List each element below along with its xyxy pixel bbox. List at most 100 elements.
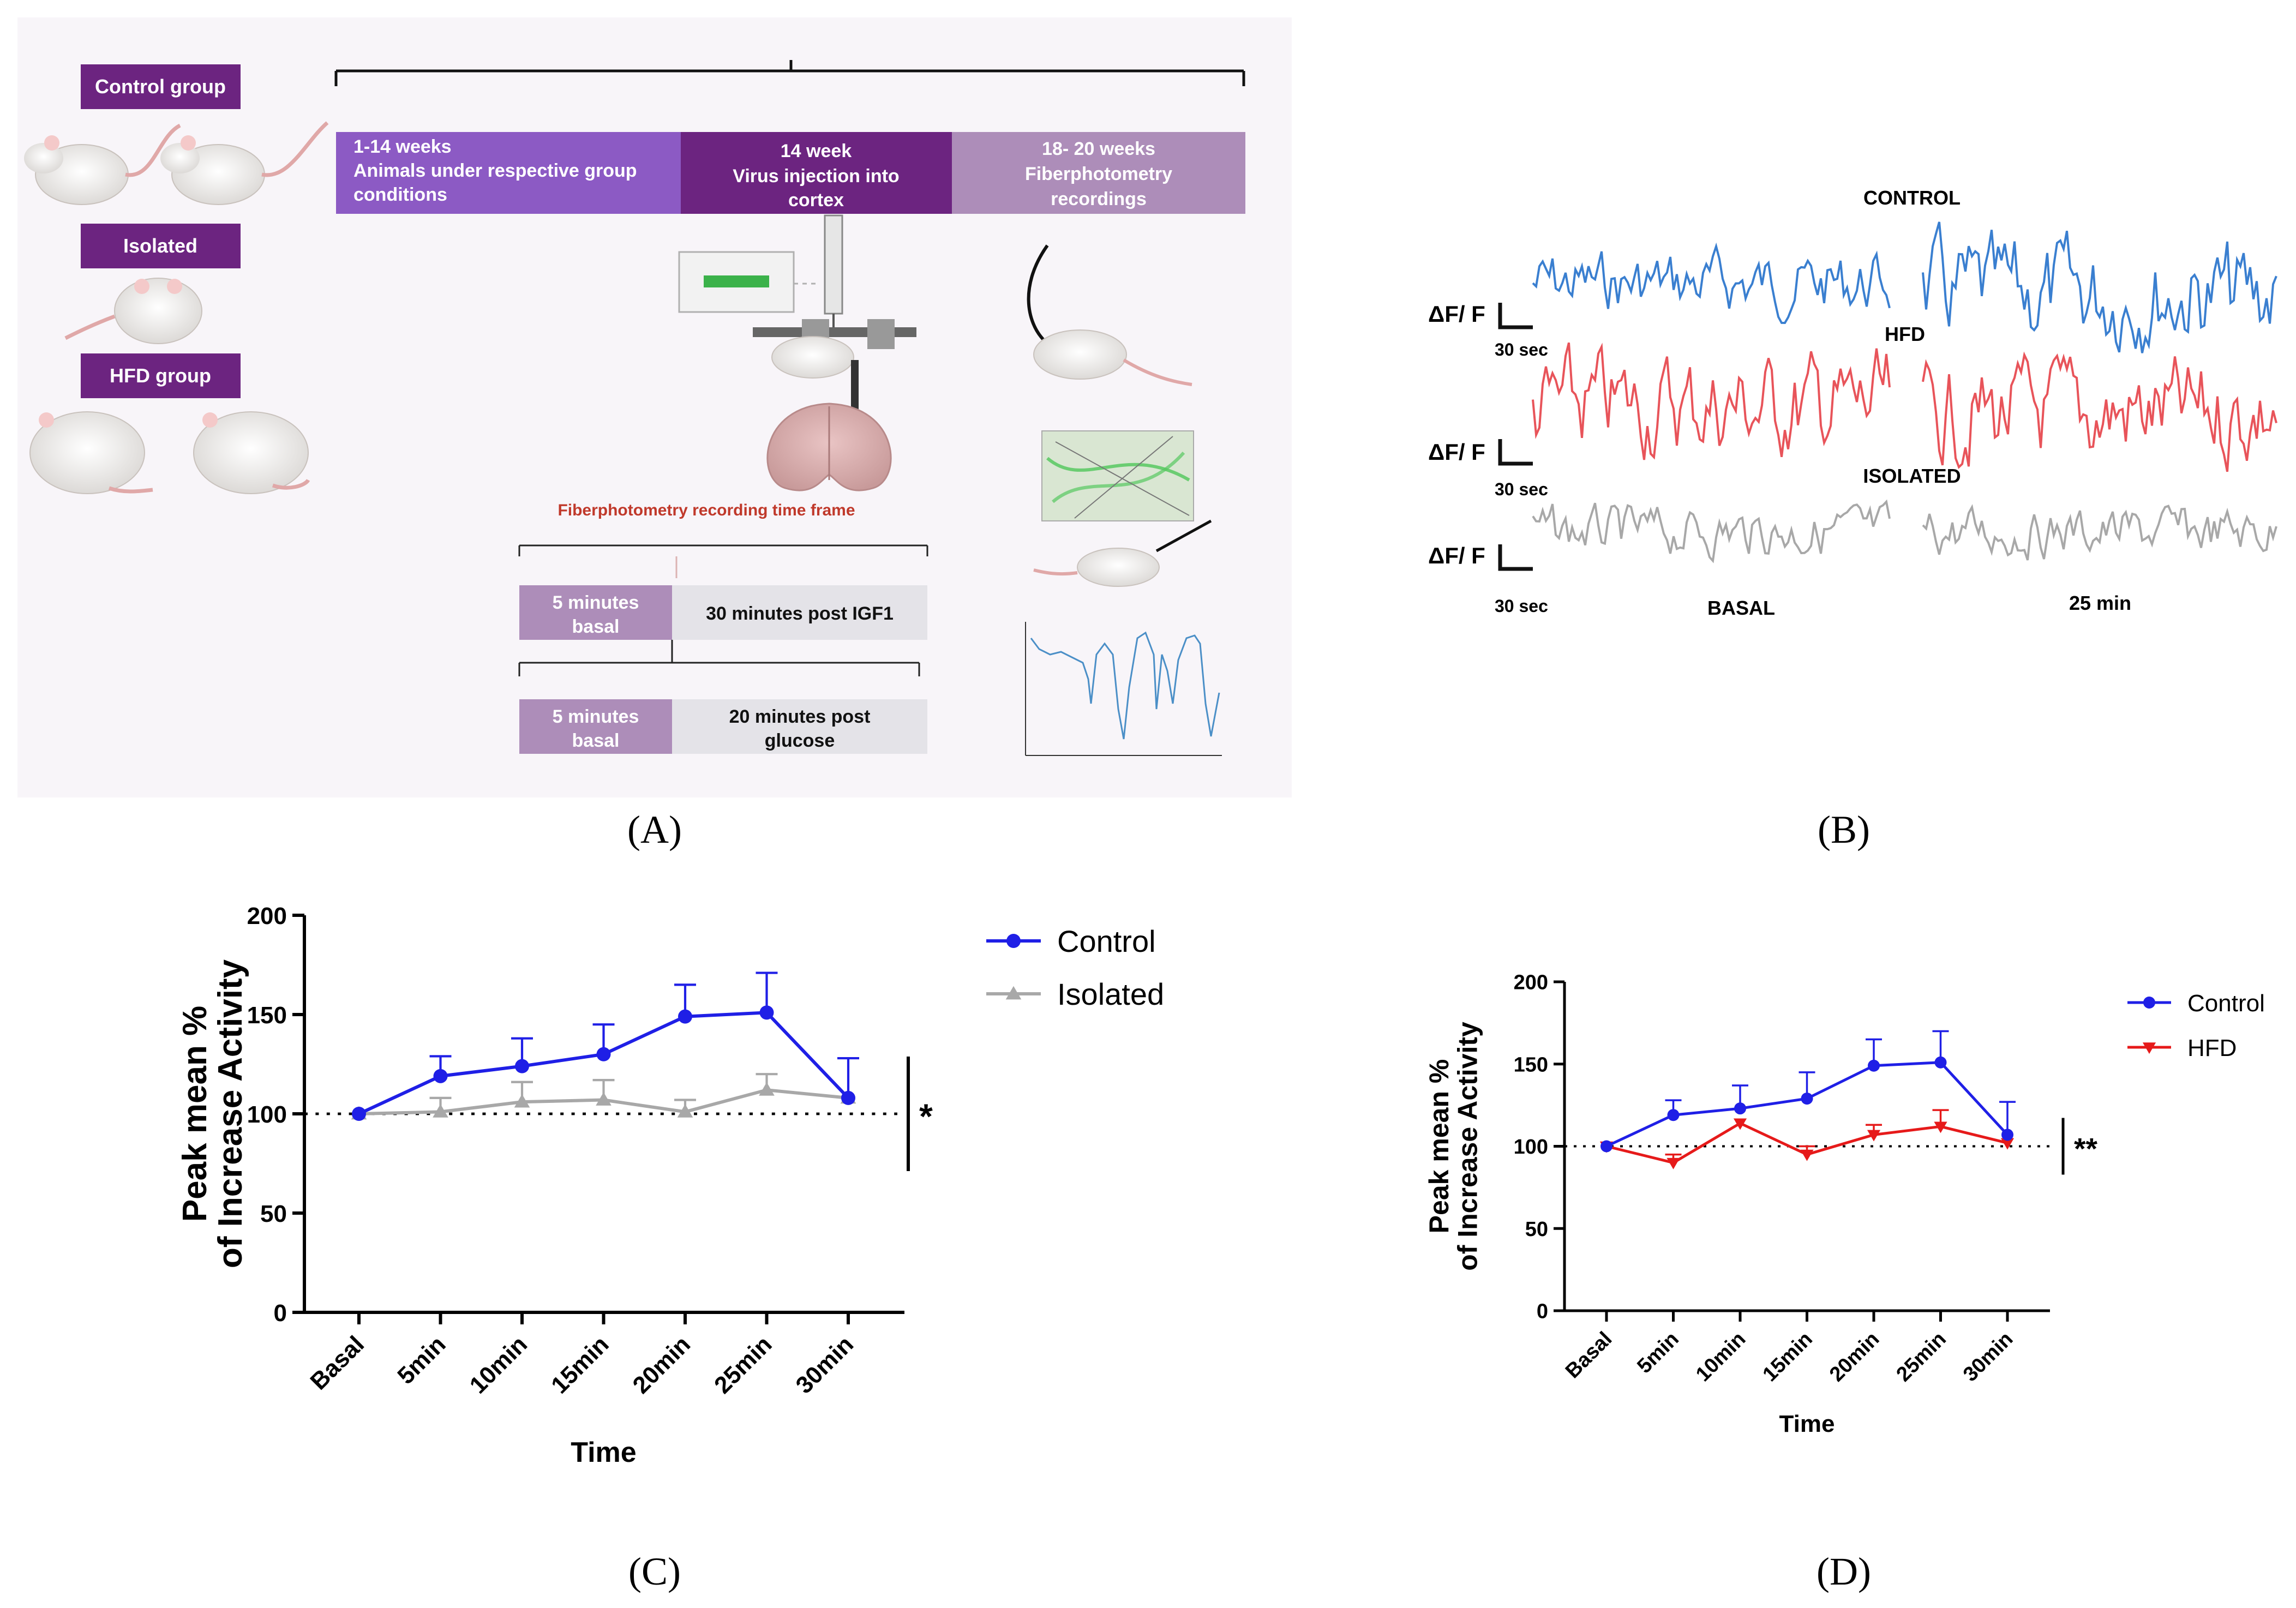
- data-point: [1667, 1109, 1680, 1121]
- x-tick-label: 25min: [709, 1331, 777, 1399]
- data-point: [1800, 1149, 1814, 1161]
- basal-label: BASAL: [1707, 597, 1775, 619]
- recording-frame-title: Fiberphotometry recording time frame: [557, 501, 855, 519]
- timeline-stage-1-text: Animals under respective group: [353, 160, 637, 181]
- y-tick-label: 200: [247, 903, 287, 929]
- legend-label: HFD: [2187, 1035, 2237, 1061]
- x-tick-label: 30min: [790, 1331, 859, 1399]
- y-tick-label: 50: [1525, 1218, 1548, 1241]
- timeline-stage-3-title: 18- 20 weeks: [1042, 139, 1155, 159]
- y-tick-label: 200: [1514, 971, 1548, 994]
- data-point: [514, 1094, 530, 1108]
- rat-icon: [193, 411, 310, 494]
- y-axis-title: Peak mean %: [1424, 1059, 1454, 1234]
- panel-label: (D): [1817, 1550, 1871, 1593]
- example-recording-plot: [1025, 622, 1222, 756]
- protocol-glucose-basal: 5 minutes: [553, 706, 639, 727]
- significance-marker: *: [919, 1096, 933, 1136]
- dff-label-3: ΔF/ F: [1428, 543, 1485, 568]
- protocol-glucose-post2: glucose: [765, 730, 835, 751]
- rat-icon: [64, 278, 202, 344]
- panel-b: CONTROL HFD ISOLATED ΔF/ F ΔF/ F ΔF/ F 3…: [1428, 187, 2277, 619]
- protocol-bracket-1: [518, 544, 928, 578]
- trace-label-isolated: ISOLATED: [1863, 465, 1961, 487]
- data-point: [515, 1059, 529, 1073]
- time-25min-label: 25 min: [2069, 592, 2131, 614]
- legend-entry: HFD: [2127, 1035, 2237, 1061]
- trace-hfd-25min: [1922, 351, 2277, 472]
- panel-label: (C): [628, 1550, 681, 1593]
- x-tick-label: 20min: [627, 1331, 696, 1399]
- data-point: [1934, 1121, 1947, 1133]
- timeline-stage-3-text2: recordings: [1051, 189, 1147, 209]
- timeline-stage-1: 1-14 weeks Animals under respective grou…: [336, 132, 681, 214]
- x-tick-label: Basal: [305, 1331, 369, 1395]
- scale-time-2: 30 sec: [1495, 479, 1548, 499]
- protocol-igf1-basal: 5 minutes: [553, 592, 639, 613]
- series-control: [1600, 1030, 2016, 1153]
- legend-marker: [2142, 1042, 2156, 1054]
- y-axis-title-line2: of Increase Activity: [1453, 1022, 1483, 1271]
- timeline-stage-1-title: 1-14 weeks: [353, 136, 452, 157]
- trace-control-25min: [1922, 221, 2277, 353]
- protocol-igf1: 5 minutes basal 30 minutes post IGF1: [519, 585, 927, 640]
- legend-marker: [2143, 997, 2155, 1009]
- legend-label: Control: [1057, 924, 1156, 958]
- y-tick-label: 150: [1514, 1053, 1548, 1076]
- data-point: [433, 1104, 448, 1118]
- virus-injection-illustration: [678, 214, 916, 491]
- trace-control-basal: [1532, 242, 1891, 325]
- timeline-stage-2-text: Virus injection into: [733, 166, 899, 187]
- protocol-glucose-post: 20 minutes post: [729, 706, 871, 727]
- data-point: [841, 1090, 855, 1105]
- data-point: [1734, 1102, 1746, 1115]
- y-tick-label: 150: [247, 1002, 287, 1029]
- protocol-igf1-basal2: basal: [572, 616, 620, 637]
- x-tick-label: 10min: [464, 1331, 532, 1399]
- protocol-igf1-post: 30 minutes post IGF1: [706, 603, 894, 624]
- y-tick-label: 0: [1537, 1300, 1548, 1323]
- group-label-isolated-text: Isolated: [123, 235, 197, 257]
- dff-label-2: ΔF/ F: [1428, 439, 1485, 465]
- data-point: [2000, 1138, 2015, 1150]
- x-tick-label: 10min: [1692, 1328, 1750, 1386]
- timeline-bracket: [334, 60, 1245, 86]
- timeline-stage-1-text2: conditions: [353, 184, 447, 205]
- panel-b-label: (B): [1818, 808, 1870, 851]
- data-point: [1666, 1157, 1680, 1169]
- x-tick-label: 30min: [1959, 1328, 2017, 1386]
- x-tick-label: 5min: [1633, 1328, 1683, 1378]
- x-tick-label: Basal: [1561, 1328, 1616, 1383]
- legend-entry: Control: [2127, 990, 2265, 1017]
- scale-time-3: 30 sec: [1495, 596, 1548, 616]
- dff-label-1: ΔF/ F: [1428, 301, 1485, 327]
- data-point: [596, 1047, 611, 1061]
- rat-icon: [24, 123, 181, 205]
- chart-c: 0 50 100 150 200 Basal 5min 10min 15min 20min 25mi…: [176, 903, 1164, 1593]
- fiberphotometry-illustration: [1027, 244, 1212, 587]
- y-axis-title: Peak mean %: [176, 1006, 214, 1222]
- scale-bar-2: [1498, 439, 1533, 466]
- legend-marker: [1006, 934, 1021, 948]
- rat-icon: [160, 121, 329, 205]
- data-point: [433, 1069, 448, 1083]
- data-point: [1867, 1130, 1881, 1142]
- data-point: [678, 1009, 692, 1024]
- group-label-isolated: Isolated: [81, 224, 241, 268]
- data-point: [1801, 1093, 1813, 1105]
- protocol-glucose: 5 minutes basal 20 minutes post glucose: [519, 699, 927, 754]
- scale-bar-1: [1498, 303, 1533, 329]
- scale-bar-3: [1498, 544, 1533, 571]
- x-axis-title: Time: [571, 1437, 636, 1468]
- trace-isolated-basal: [1532, 499, 1891, 563]
- protocol-glucose-basal2: basal: [572, 730, 620, 751]
- y-axis-title-line2: of Increase Activity: [212, 959, 249, 1268]
- data-point: [596, 1092, 612, 1106]
- group-label-hfd: HFD group: [81, 353, 241, 398]
- trace-isolated-25min: [1922, 504, 2277, 561]
- legend-label: Control: [2187, 990, 2265, 1017]
- timeline-stage-2-text2: cortex: [788, 190, 844, 211]
- timeline-stage-2: 14 week Virus injection into cortex: [681, 132, 952, 214]
- legend-label: Isolated: [1057, 977, 1164, 1011]
- data-point: [1733, 1118, 1747, 1130]
